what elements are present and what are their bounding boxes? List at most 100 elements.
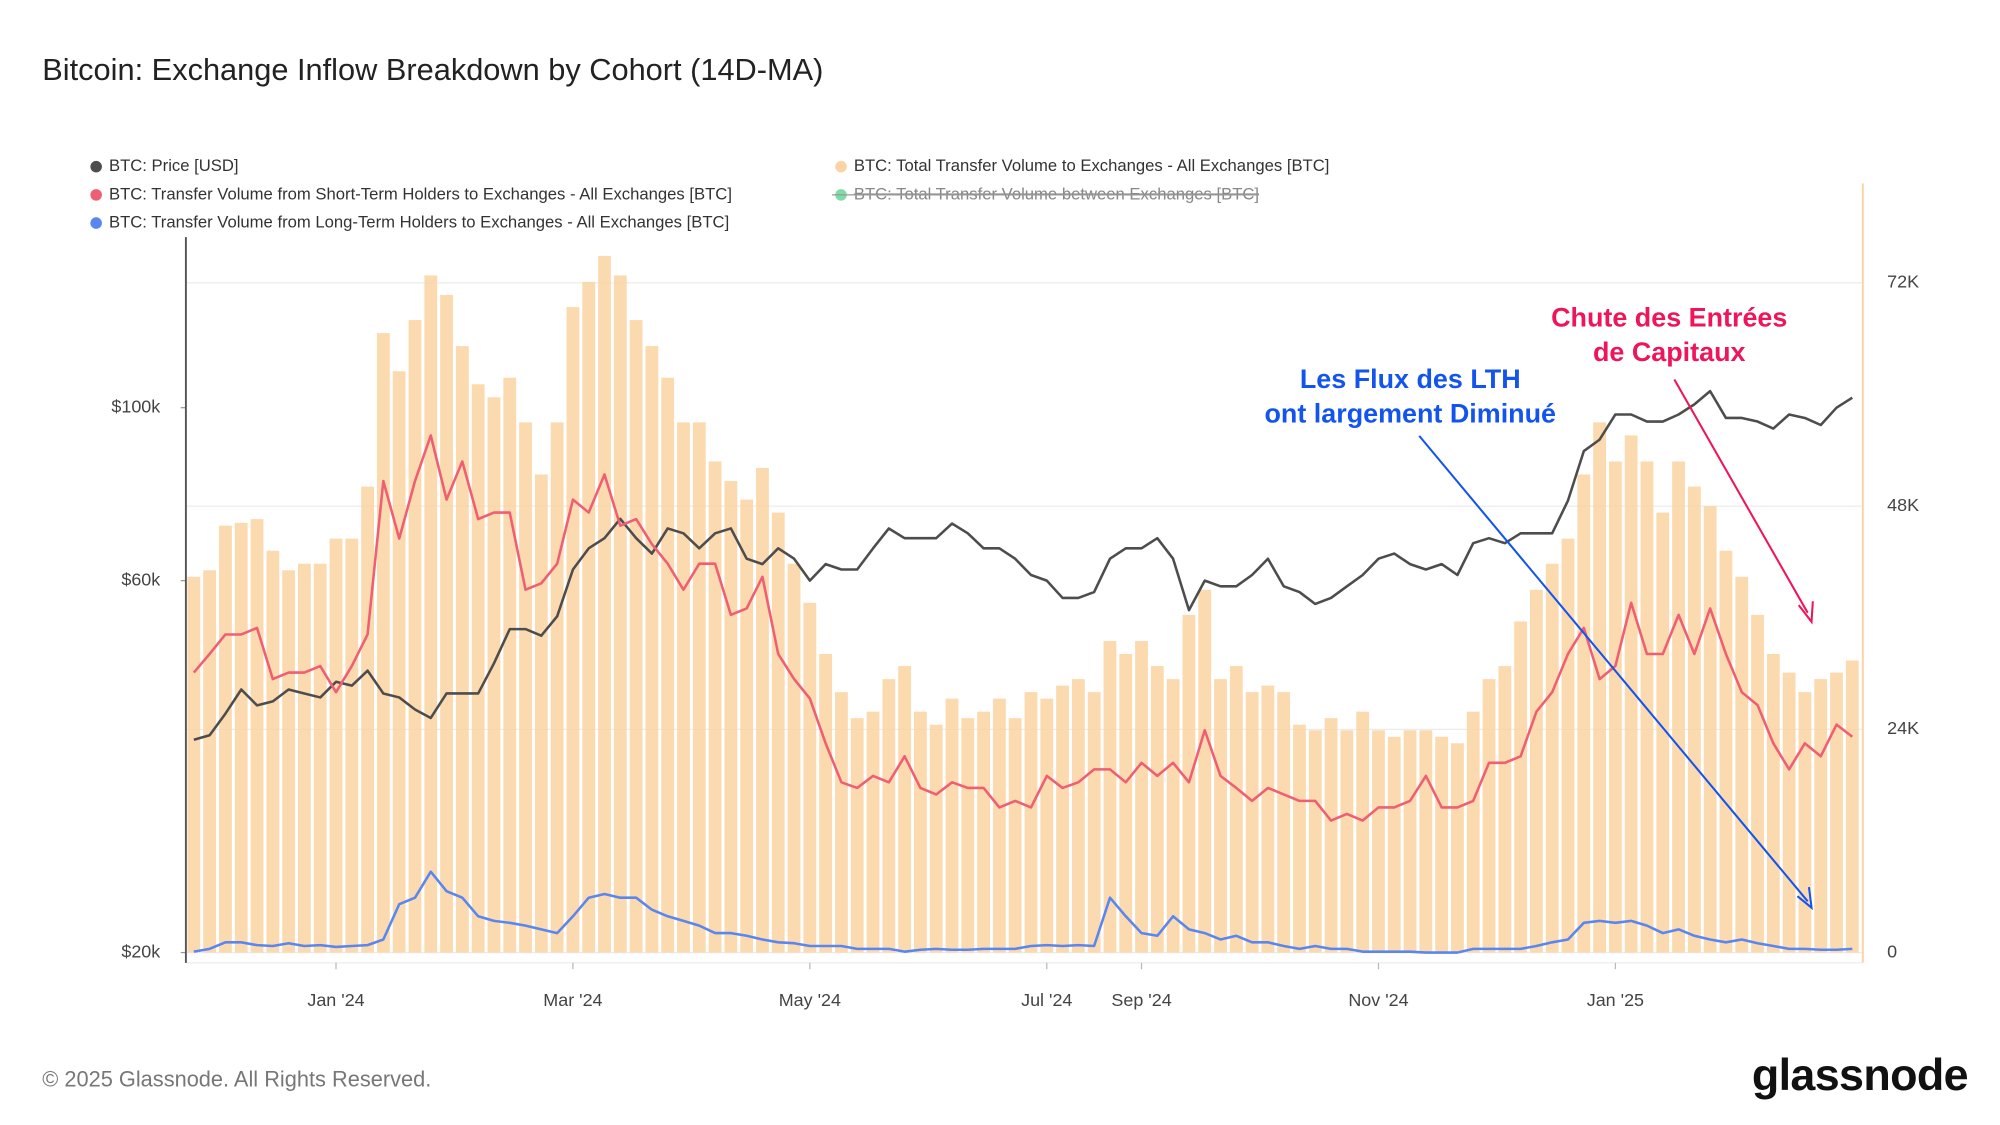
bar: [1103, 640, 1117, 953]
bar: [376, 333, 390, 953]
bar: [929, 724, 943, 953]
bar: [1229, 666, 1243, 953]
bar: [1782, 672, 1796, 953]
bar: [1277, 692, 1291, 953]
bar: [282, 570, 296, 953]
bar: [550, 422, 564, 953]
bar: [961, 718, 975, 953]
bar: [1340, 730, 1354, 953]
x-tick-label: Nov '24: [1348, 990, 1408, 1010]
legend-marker: [835, 160, 847, 173]
bar: [787, 563, 801, 953]
bar: [1387, 736, 1401, 953]
bar: [629, 320, 643, 953]
bar: [1608, 461, 1622, 953]
bar: [724, 480, 738, 953]
bar: [1024, 692, 1038, 953]
bar: [582, 281, 596, 953]
bar: [1040, 698, 1054, 953]
legend-label: BTC: Transfer Volume from Short-Term Hol…: [109, 184, 732, 203]
bar: [1466, 711, 1480, 953]
bar: [1672, 461, 1685, 953]
bar: [203, 570, 217, 953]
series-line: [193, 389, 1853, 741]
annotation: de Capitaux: [1593, 337, 1746, 367]
bar: [1766, 653, 1780, 953]
copyright: © 2025 Glassnode. All Rights Reserved.: [42, 1067, 431, 1092]
bar: [677, 422, 690, 953]
y2-tick-label: 0: [1887, 941, 1897, 961]
bar: [1498, 666, 1512, 953]
bar: [1214, 679, 1227, 953]
bar: [1150, 666, 1164, 953]
bar: [803, 602, 817, 953]
bar: [534, 474, 548, 953]
bar: [440, 294, 453, 953]
bar: [1182, 614, 1196, 953]
annotation: Les Flux des LTH: [1300, 364, 1521, 394]
bar: [1545, 563, 1559, 953]
bar: [1830, 672, 1843, 953]
legend-marker: [90, 160, 102, 173]
annotation: Chute des Entrées: [1551, 302, 1787, 332]
legend-marker: [90, 217, 102, 229]
bar: [1798, 692, 1812, 953]
legend-label: BTC: Price [USD]: [109, 156, 239, 175]
series-line: [192, 434, 1854, 822]
bar: [708, 461, 722, 953]
bar: [471, 384, 485, 953]
bar: [661, 377, 675, 953]
bar: [503, 377, 517, 953]
bar: [645, 346, 659, 953]
bar: [1593, 422, 1607, 953]
bar: [187, 576, 201, 953]
bar: [882, 679, 896, 953]
bar: [1514, 621, 1528, 953]
bar: [1324, 718, 1338, 953]
x-tick-label: Jan '24: [307, 990, 364, 1010]
y-tick-label: $20k: [121, 941, 160, 961]
bar: [408, 320, 422, 953]
bar: [1056, 685, 1069, 953]
y2-tick-label: 72K: [1887, 272, 1919, 292]
bar: [1656, 512, 1670, 953]
bar: [1372, 730, 1385, 953]
legend-label: BTC: Total Transfer Volume to Exchanges …: [854, 156, 1330, 175]
bar: [1577, 474, 1591, 953]
plot-area: [180, 183, 1864, 970]
bar: [1687, 486, 1701, 953]
bar: [1135, 640, 1148, 953]
bar: [219, 525, 232, 953]
bar: [298, 563, 311, 953]
x-tick-label: Sep '24: [1111, 990, 1171, 1010]
y-tick-label: $100k: [111, 396, 160, 416]
bar: [1719, 550, 1733, 953]
annotation-arrowhead: [1797, 601, 1814, 625]
bar: [1814, 679, 1828, 953]
bar: [898, 666, 912, 953]
bar: [329, 538, 343, 953]
bar: [1087, 692, 1101, 953]
bar: [1166, 679, 1180, 953]
bar: [1561, 538, 1575, 953]
x-tick-label: May '24: [779, 990, 841, 1010]
annotation-arrow: [1418, 435, 1809, 902]
bar: [1435, 736, 1449, 953]
bar: [1308, 730, 1322, 953]
bar: [345, 538, 359, 953]
legend-marker: [90, 189, 102, 201]
bar: [1008, 718, 1022, 953]
x-tick-label: Jul '24: [1021, 990, 1072, 1010]
bar: [1451, 743, 1464, 953]
bar: [1640, 461, 1654, 953]
bar: [424, 275, 438, 953]
bar: [914, 711, 927, 953]
bar: [392, 371, 406, 953]
bar: [1261, 685, 1275, 953]
bar: [945, 698, 959, 953]
legend-label: BTC: Total Transfer Volume between Excha…: [854, 184, 1259, 203]
bar: [992, 698, 1006, 953]
x-tick-label: Mar '24: [543, 990, 602, 1010]
